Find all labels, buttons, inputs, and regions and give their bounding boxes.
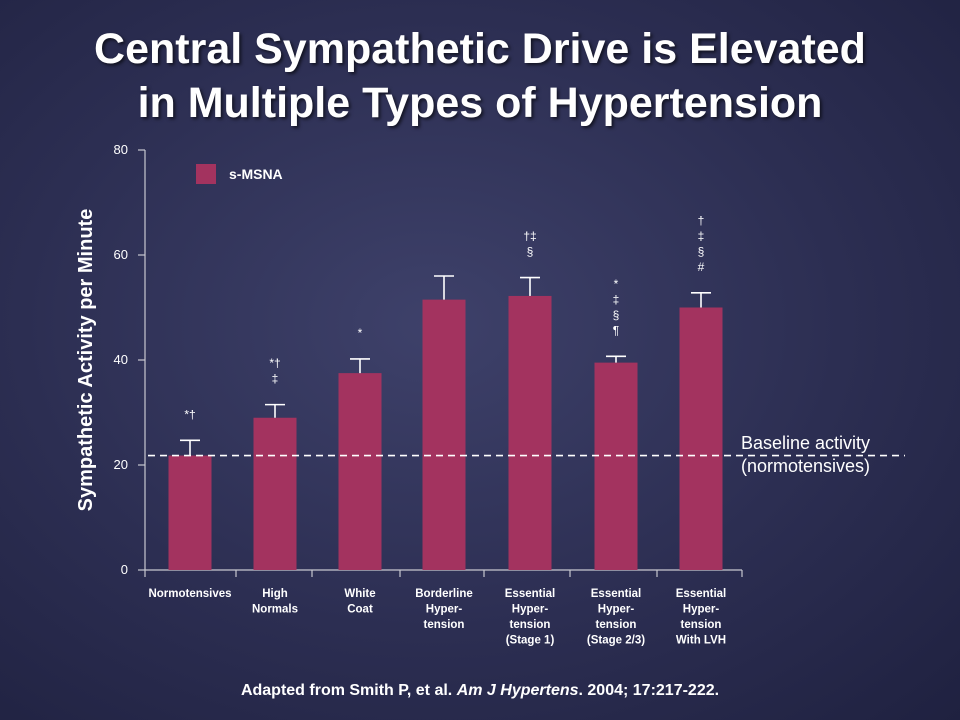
slide-title: Central Sympathetic Drive is Elevated in… <box>0 22 960 130</box>
title-line-2: in Multiple Types of Hypertension <box>137 79 823 127</box>
category-label: With LVH <box>676 635 726 647</box>
category-label: Essential <box>591 588 642 600</box>
bar <box>594 362 638 570</box>
bar <box>422 299 466 570</box>
category-label: tension <box>424 619 465 631</box>
category-label: High <box>262 588 288 600</box>
significance-marker: * <box>614 277 619 291</box>
significance-marker: ‡ <box>613 292 620 306</box>
legend-label: s-MSNA <box>229 166 283 182</box>
significance-marker: ‡ <box>698 229 705 243</box>
category-label: Hyper- <box>512 604 549 616</box>
citation-suffix: . 2004; 17:217-222. <box>578 682 720 699</box>
baseline-label-line-2: (normotensives) <box>741 456 871 476</box>
significance-marker: *† <box>184 407 195 421</box>
y-tick-label: 20 <box>114 457 128 472</box>
baseline-label-line-1: Baseline activity <box>741 433 871 453</box>
legend-swatch <box>196 164 216 184</box>
category-label: Normals <box>252 604 298 616</box>
baseline-label: Baseline activity (normotensives) <box>741 432 870 478</box>
category-label: (Stage 2/3) <box>587 635 645 647</box>
category-label: Essential <box>505 588 556 600</box>
significance-marker: § <box>613 308 620 322</box>
y-tick-label: 80 <box>114 142 128 157</box>
y-tick-label: 0 <box>121 562 128 577</box>
category-label: (Stage 1) <box>506 635 555 647</box>
significance-marker: § <box>527 245 534 259</box>
significance-marker: *† <box>269 356 280 370</box>
bar <box>338 373 382 570</box>
category-label: tension <box>681 619 722 631</box>
category-label: Normotensives <box>148 588 231 600</box>
y-tick-label: 40 <box>114 352 128 367</box>
significance-marker: ‡ <box>272 372 279 386</box>
category-label: Hyper- <box>683 604 720 616</box>
bar <box>253 417 297 570</box>
bar <box>168 455 212 570</box>
category-label: tension <box>510 619 551 631</box>
bar <box>508 295 552 570</box>
significance-marker: # <box>698 260 705 274</box>
category-label: Coat <box>347 604 373 616</box>
category-label: Borderline <box>415 588 473 600</box>
citation-prefix: Adapted from Smith P, et al. <box>240 682 457 699</box>
category-label: Essential <box>676 588 727 600</box>
category-label: Hyper- <box>426 604 463 616</box>
category-label: Hyper- <box>598 604 635 616</box>
bar <box>679 307 723 570</box>
title-line-1: Central Sympathetic Drive is Elevated <box>94 25 866 73</box>
category-label: tension <box>596 619 637 631</box>
significance-marker: ¶ <box>613 323 619 337</box>
significance-marker: † <box>698 213 705 227</box>
significance-marker: § <box>698 244 705 258</box>
significance-marker: * <box>358 326 363 340</box>
significance-marker: †‡ <box>523 229 536 243</box>
y-axis-label: Sympathetic Activity per Minute <box>75 209 97 512</box>
citation: Adapted from Smith P, et al. Am J Hypert… <box>0 682 960 700</box>
citation-journal: Am J Hypertens <box>456 682 579 699</box>
category-label: White <box>344 588 375 600</box>
y-tick-label: 60 <box>114 247 128 262</box>
